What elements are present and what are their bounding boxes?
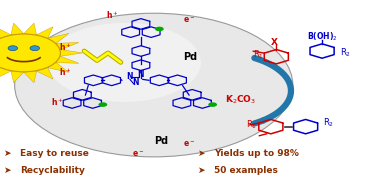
Polygon shape <box>48 63 69 72</box>
Circle shape <box>98 102 107 107</box>
Text: e$^-$: e$^-$ <box>183 15 195 25</box>
Polygon shape <box>60 50 82 56</box>
Text: Recyclability: Recyclability <box>20 166 85 175</box>
Text: Pd: Pd <box>183 53 197 63</box>
Text: ➤: ➤ <box>198 166 205 175</box>
Text: e$^-$: e$^-$ <box>132 149 144 159</box>
Text: R$_1$: R$_1$ <box>253 49 264 61</box>
Text: ➤: ➤ <box>4 149 11 158</box>
Text: R$_2$: R$_2$ <box>323 117 334 129</box>
Text: h$^+$: h$^+$ <box>106 9 119 21</box>
Circle shape <box>208 102 217 107</box>
Polygon shape <box>0 27 11 38</box>
Circle shape <box>155 27 164 31</box>
Text: h$^+$: h$^+$ <box>59 41 71 53</box>
Polygon shape <box>24 23 37 35</box>
Polygon shape <box>37 27 53 38</box>
Text: X: X <box>271 38 278 47</box>
Polygon shape <box>24 71 37 83</box>
Polygon shape <box>0 68 11 79</box>
Circle shape <box>30 46 40 51</box>
Text: h$^+$: h$^+$ <box>59 66 71 78</box>
Polygon shape <box>48 33 69 43</box>
Text: ➤: ➤ <box>4 166 11 175</box>
Text: N: N <box>137 70 144 80</box>
Text: 50 examples: 50 examples <box>214 166 278 175</box>
Text: Yields up to 98%: Yields up to 98% <box>214 149 299 158</box>
Text: h$^+$: h$^+$ <box>51 96 64 108</box>
Text: ➤: ➤ <box>198 149 205 158</box>
Circle shape <box>48 23 201 102</box>
Text: Pd: Pd <box>154 136 168 146</box>
Circle shape <box>0 34 60 72</box>
Text: e$^-$: e$^-$ <box>183 140 195 149</box>
Text: B(OH)$_2$: B(OH)$_2$ <box>307 30 337 43</box>
Text: R$_2$: R$_2$ <box>340 47 351 59</box>
Text: Easy to reuse: Easy to reuse <box>20 149 89 158</box>
Text: N: N <box>132 78 138 87</box>
Polygon shape <box>56 43 79 50</box>
Polygon shape <box>56 56 79 63</box>
Text: N: N <box>126 72 133 81</box>
Polygon shape <box>11 23 24 35</box>
Text: K$_2$CO$_3$: K$_2$CO$_3$ <box>225 93 256 106</box>
Polygon shape <box>11 71 24 83</box>
Circle shape <box>8 46 18 51</box>
Text: R$_1$: R$_1$ <box>246 119 257 131</box>
Polygon shape <box>37 68 53 79</box>
Circle shape <box>15 13 293 157</box>
